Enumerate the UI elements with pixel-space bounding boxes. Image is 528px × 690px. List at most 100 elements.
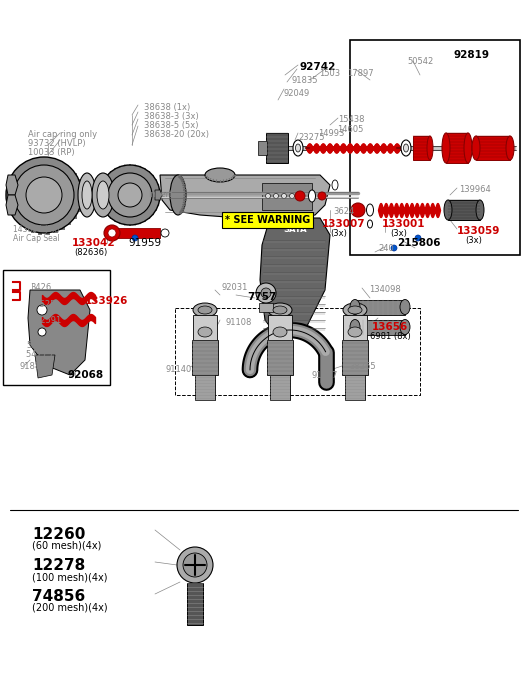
- Bar: [73, 179, 81, 181]
- Ellipse shape: [367, 220, 372, 228]
- Bar: [355, 320, 405, 335]
- Text: 139964: 139964: [459, 185, 491, 194]
- Ellipse shape: [193, 303, 217, 317]
- Text: 91835: 91835: [291, 76, 317, 85]
- Ellipse shape: [293, 140, 303, 156]
- Bar: [355, 300, 405, 315]
- Text: 91959: 91959: [128, 238, 161, 248]
- Ellipse shape: [348, 327, 362, 337]
- Circle shape: [261, 288, 271, 298]
- Ellipse shape: [403, 144, 409, 152]
- Bar: [65, 218, 71, 225]
- Ellipse shape: [97, 181, 109, 209]
- Ellipse shape: [442, 133, 450, 163]
- Text: 133059: 133059: [457, 226, 501, 236]
- Bar: [258, 141, 267, 155]
- Bar: [76, 200, 83, 205]
- Text: 6981 (8x): 6981 (8x): [370, 332, 411, 341]
- Bar: [76, 193, 84, 197]
- Text: 38265: 38265: [349, 362, 375, 371]
- Bar: [76, 186, 83, 189]
- Text: 91884: 91884: [20, 362, 46, 371]
- Circle shape: [14, 165, 74, 225]
- Text: (82636): (82636): [74, 248, 107, 257]
- Bar: [70, 213, 77, 219]
- Text: 92031: 92031: [222, 283, 248, 292]
- Bar: [25, 222, 27, 230]
- Bar: [350, 40, 520, 255]
- Text: 133926: 133926: [85, 296, 128, 306]
- Ellipse shape: [350, 319, 360, 335]
- Bar: [112, 228, 160, 238]
- Bar: [32, 226, 34, 233]
- Ellipse shape: [348, 306, 362, 314]
- Text: 12278: 12278: [32, 558, 85, 573]
- Ellipse shape: [198, 327, 212, 337]
- Text: Air Cap Seal: Air Cap Seal: [13, 234, 60, 243]
- Bar: [270, 375, 290, 400]
- Circle shape: [6, 157, 82, 233]
- Circle shape: [100, 165, 160, 225]
- Text: 38638-5 (5x): 38638-5 (5x): [144, 121, 199, 130]
- Bar: [14, 213, 15, 219]
- Ellipse shape: [350, 299, 360, 315]
- Text: (3x): (3x): [390, 229, 407, 238]
- Bar: [342, 340, 368, 375]
- Ellipse shape: [332, 180, 338, 190]
- Bar: [52, 226, 58, 233]
- Polygon shape: [6, 175, 18, 195]
- Polygon shape: [35, 355, 55, 378]
- Text: 54775 (5x): 54775 (5x): [26, 350, 72, 359]
- Ellipse shape: [401, 140, 411, 156]
- Text: 91108: 91108: [226, 318, 252, 327]
- Text: 74856: 74856: [32, 589, 85, 604]
- Bar: [262, 183, 312, 210]
- Ellipse shape: [78, 173, 96, 217]
- Text: 240: 240: [378, 244, 394, 253]
- Ellipse shape: [444, 200, 452, 220]
- Polygon shape: [260, 218, 330, 340]
- Text: 215806: 215806: [397, 238, 440, 248]
- Text: 92068: 92068: [67, 370, 103, 380]
- Text: (60 mesh)(4x): (60 mesh)(4x): [32, 541, 101, 551]
- Bar: [192, 340, 218, 375]
- Text: 12591: 12591: [35, 316, 61, 325]
- Circle shape: [256, 283, 276, 303]
- Text: (3x): (3x): [465, 236, 482, 245]
- Circle shape: [391, 245, 397, 251]
- Text: Air cap ring only: Air cap ring only: [28, 130, 97, 139]
- Text: 38638-20 (20x): 38638-20 (20x): [144, 130, 209, 139]
- Ellipse shape: [506, 136, 514, 160]
- Bar: [73, 207, 81, 213]
- Bar: [343, 315, 367, 340]
- Ellipse shape: [92, 173, 114, 217]
- Circle shape: [26, 177, 62, 213]
- Text: 92819: 92819: [453, 50, 489, 60]
- Ellipse shape: [273, 327, 287, 337]
- Circle shape: [177, 547, 213, 583]
- Text: 50542: 50542: [407, 57, 433, 66]
- Circle shape: [161, 229, 169, 237]
- Ellipse shape: [273, 306, 287, 314]
- Bar: [187, 583, 203, 625]
- Circle shape: [415, 235, 421, 241]
- Text: 53470: 53470: [26, 341, 52, 350]
- Ellipse shape: [427, 136, 433, 160]
- Bar: [45, 227, 50, 235]
- Text: 17897: 17897: [347, 69, 374, 78]
- Polygon shape: [28, 290, 90, 375]
- Circle shape: [38, 328, 46, 336]
- Text: 7757: 7757: [247, 292, 276, 302]
- Polygon shape: [160, 175, 330, 220]
- Text: 17525: 17525: [29, 300, 55, 309]
- Ellipse shape: [400, 319, 410, 335]
- Text: SATA: SATA: [283, 226, 307, 235]
- Circle shape: [274, 193, 278, 199]
- Bar: [345, 375, 365, 400]
- Text: 14605: 14605: [337, 125, 363, 134]
- Text: 92049: 92049: [284, 89, 310, 98]
- Bar: [270, 146, 516, 150]
- Ellipse shape: [205, 168, 235, 182]
- Bar: [268, 315, 292, 340]
- Circle shape: [104, 225, 120, 241]
